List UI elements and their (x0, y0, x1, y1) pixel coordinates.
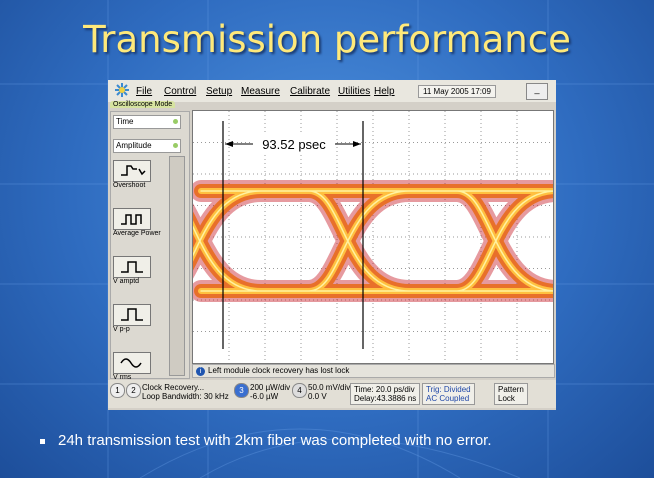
info-line: Lock (498, 394, 524, 403)
selector[interactable]: Time (113, 115, 181, 129)
channel-info: Clock Recovery...Loop Bandwidth: 30 kHz (142, 383, 229, 401)
measurement-button[interactable]: Overshoot (113, 160, 163, 208)
info-line: Pattern (498, 385, 524, 394)
channel-line: -6.0 µW (250, 392, 290, 401)
button-icon (113, 160, 151, 182)
slide: Transmission performance File Control Se… (0, 0, 654, 478)
mode-label: Oscilloscope Mode (110, 101, 175, 108)
marker-delta: 93.52 psec (262, 137, 326, 152)
button-icon (113, 208, 151, 230)
menu-item[interactable]: Calibrate (290, 86, 330, 97)
icon-glyph (121, 309, 143, 320)
button-label: V p-p (113, 326, 163, 333)
menu-item[interactable]: Measure (241, 86, 280, 97)
info-line: AC Coupled (426, 394, 471, 403)
measurement-button[interactable]: V p-p (113, 304, 163, 352)
info-icon: i (196, 367, 205, 376)
channel-line: Loop Bandwidth: 30 kHz (142, 392, 229, 401)
menu-bar: File Control Setup Measure Calibrate Uti… (108, 80, 556, 102)
menu-item[interactable]: File (136, 86, 152, 97)
button-icon (113, 352, 151, 374)
bullet: 24h transmission test with 2km fiber was… (40, 432, 492, 449)
eye-diagram: 93.52 psec (193, 111, 553, 363)
channel-line: 200 µW/div (250, 383, 290, 392)
icon-glyph (121, 359, 141, 367)
slide-title: Transmission performance (0, 18, 654, 61)
selector[interactable]: Amplitude (113, 139, 181, 153)
channel-info: 200 µW/div-6.0 µW (250, 383, 290, 401)
scrollbar[interactable] (169, 156, 185, 376)
button-label: Average Power (113, 230, 163, 237)
info-line: Delay:43.3886 ns (354, 394, 416, 403)
button-label: V amptd (113, 278, 163, 285)
channel-id: 1 (110, 383, 125, 398)
menu-item[interactable]: Help (374, 86, 395, 97)
waveform-display: 93.52 psec (192, 110, 554, 364)
status-text: Left module clock recovery has lost lock (208, 366, 349, 375)
menu-item[interactable]: Utilities (338, 86, 370, 97)
app-icon (114, 82, 130, 98)
info-line: Trig: Divided (426, 385, 471, 394)
button-icon (113, 304, 151, 326)
button-icon (113, 256, 151, 278)
channel-id: 2 (126, 383, 141, 398)
measurement-button[interactable]: Average Power (113, 208, 163, 256)
menu-item[interactable]: Setup (206, 86, 232, 97)
icon-glyph (121, 166, 145, 175)
eye-trace (193, 191, 553, 291)
info-line: Time: 20.0 ps/div (354, 385, 416, 394)
channel-line: Clock Recovery... (142, 383, 229, 392)
channel-line: 50.0 mV/div (308, 383, 350, 392)
menu-item[interactable]: Control (164, 86, 196, 97)
channel-id: 4 (292, 383, 307, 398)
channel-line: 0.0 V (308, 392, 350, 401)
icon-glyph (121, 215, 141, 224)
channel-id: 3 (234, 383, 249, 398)
date-time: 11 May 2005 17:09 (418, 85, 496, 98)
measurement-panel: Time Amplitude Overshoot Average Power V a… (110, 111, 190, 379)
measurement-button[interactable]: V amptd (113, 256, 163, 304)
minimize-button[interactable]: _ (526, 83, 548, 100)
icon-glyph (121, 262, 143, 272)
button-label: Overshoot (113, 182, 163, 189)
oscilloscope-screenshot: File Control Setup Measure Calibrate Uti… (108, 80, 556, 410)
